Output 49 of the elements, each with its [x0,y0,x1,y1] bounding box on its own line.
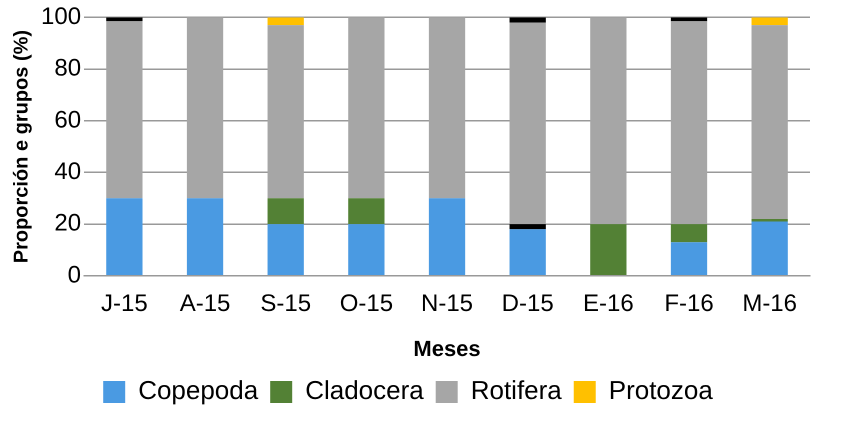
bar [348,17,385,198]
x-tick-label: E-16 [582,290,634,317]
x-axis-title: Meses [413,336,481,361]
legend-label: Cladocera [305,375,424,406]
x-tick-label: A-15 [180,290,230,317]
bar [186,198,224,276]
bar [186,17,224,198]
x-tick-label: D-15 [502,290,554,317]
legend-label: Copepoda [138,375,259,406]
x-tick-label: M-16 [742,290,798,317]
legend-label: Protozoa [608,375,714,406]
bar [752,222,788,276]
y-tick-label: 40 [54,158,82,186]
bar [590,224,626,276]
bar [268,224,304,276]
x-tick-label: J-15 [101,290,148,317]
x-tick-label: F-16 [664,290,714,317]
bar [268,198,304,224]
y-tick-label: 80 [54,54,82,82]
bar [670,242,708,276]
bar [348,198,385,224]
y-axis-title: Proporción e grupos (%) [10,30,33,264]
bar [268,17,304,26]
bar [510,229,546,276]
y-tick-label: 100 [40,3,82,30]
bar [428,198,466,276]
x-tick-label: N-15 [421,290,474,317]
x-tick-label: S-15 [260,290,312,317]
bar [670,17,708,22]
bar [510,17,546,23]
y-tick-label: 0 [68,261,82,288]
bar [510,224,546,230]
bar [670,21,708,224]
bar [106,21,143,198]
bar [268,25,304,198]
bar [670,224,708,242]
bar [348,224,385,276]
bar [752,25,788,219]
bar [590,17,626,224]
bar [106,198,143,276]
bar [752,17,788,26]
bar [752,218,788,222]
y-tick-label: 20 [54,210,82,237]
legend-label: Rotifera [470,375,562,406]
x-tick-label: O-15 [340,290,394,317]
bar [106,17,143,22]
bar [510,22,546,224]
bar [428,17,466,198]
y-tick-label: 60 [54,106,82,134]
